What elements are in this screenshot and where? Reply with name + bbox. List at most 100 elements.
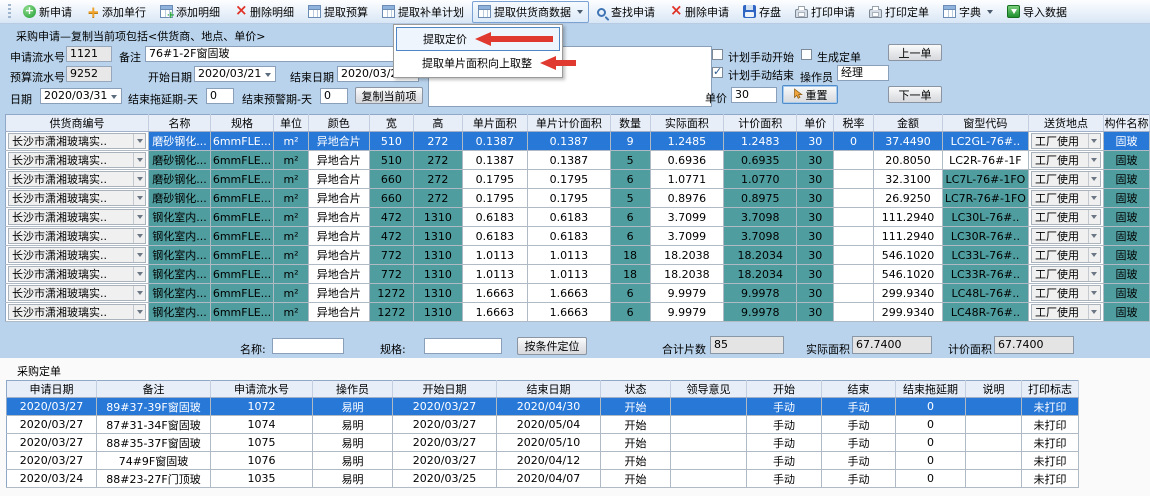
delivery-location-combo[interactable]: 工厂使用 (1028, 226, 1104, 246)
table-cell[interactable]: 未打印 (1021, 469, 1079, 488)
supplier-combo[interactable]: 长沙市潇湘玻璃实.. (5, 169, 150, 189)
table-cell[interactable]: 6mmFLE... (210, 302, 275, 322)
table-cell[interactable] (670, 469, 747, 488)
table-cell[interactable]: 272 (413, 169, 463, 189)
table-cell[interactable]: 6mmFLE... (210, 188, 275, 208)
date-picker[interactable]: 2020/03/31 (40, 88, 122, 104)
table-cell[interactable]: 0.1795 (527, 169, 611, 189)
table-row[interactable]: 长沙市潇湘玻璃实.. 磨砂钢化... 6mmFLE... m² 异地合片 660 272 0.… (5, 169, 1150, 189)
table-cell[interactable]: 2020/03/24 (6, 469, 97, 488)
table-cell[interactable]: 30 (796, 264, 834, 284)
budget-serial-field[interactable]: 9252 (66, 66, 112, 82)
table-cell[interactable]: 1.2483 (723, 131, 798, 151)
table-cell[interactable]: 0 (895, 451, 966, 470)
table-cell[interactable]: 1310 (413, 283, 463, 303)
toolbar-grip[interactable] (8, 3, 11, 20)
table-cell[interactable]: 0.1795 (527, 188, 611, 208)
table-cell[interactable]: 2020/03/27 (392, 433, 497, 452)
table-cell[interactable]: 6 (610, 302, 651, 322)
table-cell[interactable]: 772 (369, 264, 415, 284)
table-cell[interactable]: 74#9F窗固玻 (96, 451, 211, 470)
supplier-combo[interactable]: 长沙市潇湘玻璃实.. (5, 150, 150, 170)
table-row[interactable]: 长沙市潇湘玻璃实.. 钢化室内... 6mmFLE... m² 异地合片 772 1310 1… (5, 245, 1150, 265)
table-cell[interactable]: 易明 (312, 415, 393, 434)
table-cell[interactable]: 0.1795 (462, 188, 529, 208)
table-cell[interactable]: 钢化室内... (148, 207, 211, 227)
table-cell[interactable]: 0 (895, 415, 966, 434)
table-cell[interactable] (833, 264, 875, 284)
table-cell[interactable]: 磨砂钢化... (148, 188, 211, 208)
table-cell[interactable]: 开始 (600, 397, 671, 416)
table-cell[interactable] (833, 150, 875, 170)
table-cell[interactable]: 272 (413, 188, 463, 208)
table-cell[interactable]: 固玻 (1103, 226, 1150, 246)
table-cell[interactable]: m² (273, 131, 309, 151)
table-cell[interactable]: 6mmFLE... (210, 207, 275, 227)
table-cell[interactable]: 0 (895, 469, 966, 488)
table-cell[interactable]: 异地合片 (308, 283, 370, 303)
table-cell[interactable]: 1.6663 (462, 283, 529, 303)
table-cell[interactable]: 9.9979 (650, 283, 725, 303)
toolbar-button-5[interactable]: 提取预算 (302, 1, 374, 23)
table-cell[interactable]: 未打印 (1021, 433, 1079, 452)
table-cell[interactable]: 111.2940 (873, 226, 943, 246)
table-cell[interactable]: 9 (610, 131, 651, 151)
table-cell[interactable]: 660 (369, 169, 415, 189)
table-cell[interactable]: 固玻 (1103, 283, 1150, 303)
toolbar-button-11[interactable]: 打印申请 (789, 1, 861, 23)
table-cell[interactable]: 9.9979 (650, 302, 725, 322)
start-date-picker[interactable]: 2020/03/21 (194, 66, 276, 82)
table-cell[interactable]: 未打印 (1021, 397, 1079, 416)
toolbar-button-9[interactable]: 删除申请 (663, 1, 735, 23)
table-cell[interactable]: 9.9978 (723, 283, 798, 303)
table-cell[interactable]: 88#23-27F门顶玻 (96, 469, 211, 488)
table-row[interactable]: 长沙市潇湘玻璃实.. 钢化室内... 6mmFLE... m² 异地合片 1272 1310… (5, 302, 1150, 322)
table-cell[interactable]: 2020/03/27 (392, 397, 497, 416)
table-cell[interactable]: 0.1795 (462, 169, 529, 189)
delivery-location-combo[interactable]: 工厂使用 (1028, 207, 1104, 227)
delivery-location-combo[interactable]: 工厂使用 (1028, 302, 1104, 322)
table-cell[interactable]: 6mmFLE... (210, 226, 275, 246)
table-cell[interactable] (833, 188, 875, 208)
table-cell[interactable]: 异地合片 (308, 302, 370, 322)
table-cell[interactable]: 1310 (413, 302, 463, 322)
table-cell[interactable]: 0.8976 (650, 188, 725, 208)
table-cell[interactable]: 3.7099 (650, 207, 725, 227)
table-cell[interactable]: m² (273, 302, 309, 322)
table-cell[interactable]: 510 (369, 131, 415, 151)
table-cell[interactable]: 2020/03/27 (6, 415, 97, 434)
table-cell[interactable]: 30 (796, 302, 834, 322)
table-cell[interactable]: 手动 (746, 469, 822, 488)
table-cell[interactable]: 1.0113 (462, 245, 529, 265)
table-cell[interactable]: 2020/03/27 (392, 415, 497, 434)
table-cell[interactable]: 1.6663 (527, 302, 611, 322)
table-cell[interactable]: 异地合片 (308, 245, 370, 265)
table-row[interactable]: 2020/03/27 89#37-39F窗固玻 1072 易明 2020/03/27 20… (6, 397, 1079, 416)
table-cell[interactable]: 30 (796, 283, 834, 303)
supplier-combo[interactable]: 长沙市潇湘玻璃实.. (5, 226, 150, 246)
table-cell[interactable]: 开始 (600, 433, 671, 452)
table-cell[interactable]: 772 (369, 245, 415, 265)
table-cell[interactable]: 88#35-37F窗固玻 (96, 433, 211, 452)
supplier-combo[interactable]: 长沙市潇湘玻璃实.. (5, 131, 150, 151)
table-cell[interactable]: 开始 (600, 469, 671, 488)
table-cell[interactable]: 固玻 (1103, 131, 1150, 151)
table-cell[interactable] (965, 397, 1022, 416)
table-cell[interactable] (965, 415, 1022, 434)
table-cell[interactable]: 6mmFLE... (210, 245, 275, 265)
table-cell[interactable]: 1.0113 (527, 264, 611, 284)
table-cell[interactable]: m² (273, 226, 309, 246)
toolbar-button-14[interactable]: 导入数据 (1001, 1, 1073, 23)
table-cell[interactable]: 开始 (600, 451, 671, 470)
delivery-location-combo[interactable]: 工厂使用 (1028, 264, 1104, 284)
table-cell[interactable]: 异地合片 (308, 188, 370, 208)
supplier-combo[interactable]: 长沙市潇湘玻璃实.. (5, 302, 150, 322)
table-cell[interactable]: 手动 (821, 397, 896, 416)
table-cell[interactable]: 18.2034 (723, 264, 798, 284)
table-cell[interactable]: 1310 (413, 226, 463, 246)
table-cell[interactable]: 磨砂钢化... (148, 131, 211, 151)
table-cell[interactable]: 钢化室内... (148, 302, 211, 322)
table-cell[interactable]: 1310 (413, 264, 463, 284)
table-cell[interactable]: 手动 (746, 451, 822, 470)
table-cell[interactable]: 1272 (369, 302, 415, 322)
